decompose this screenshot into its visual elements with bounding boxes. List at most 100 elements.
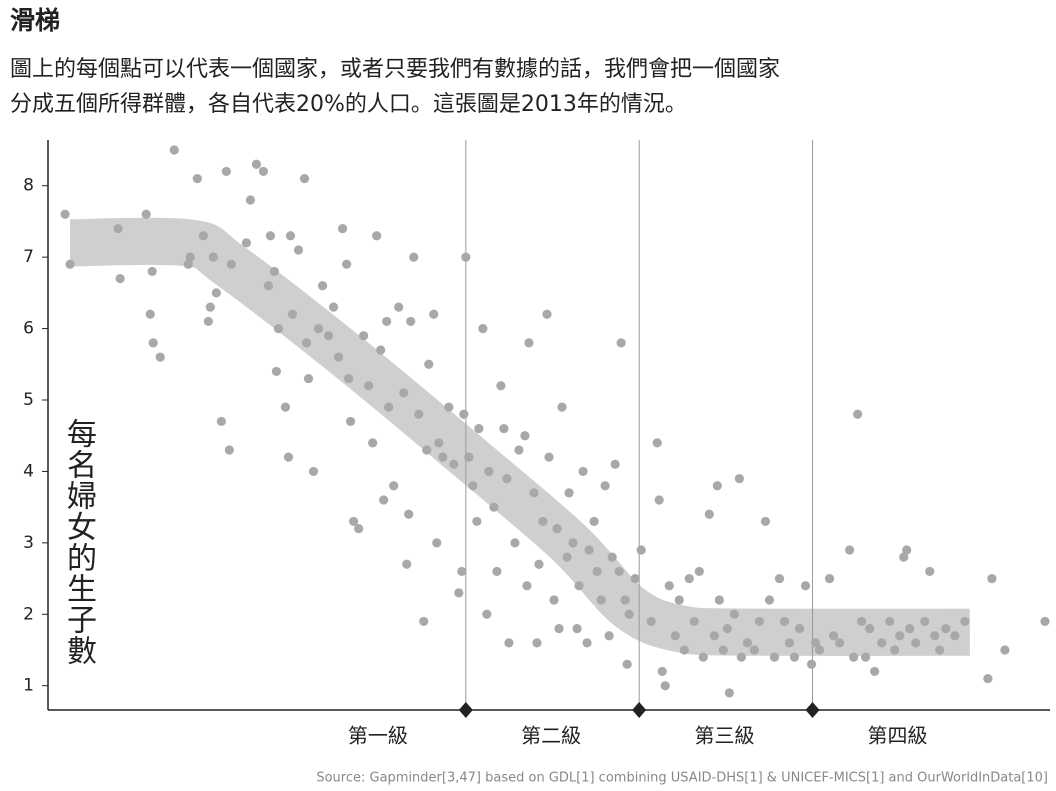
point <box>736 652 746 662</box>
point <box>890 645 900 655</box>
point <box>484 466 494 477</box>
point <box>865 623 875 634</box>
point <box>384 402 394 412</box>
point <box>459 409 469 419</box>
point <box>404 509 414 519</box>
point <box>764 595 775 605</box>
trend-band <box>69 217 970 656</box>
point <box>265 231 276 241</box>
point <box>853 409 863 419</box>
point <box>461 252 471 262</box>
point <box>205 302 215 312</box>
point <box>870 666 880 677</box>
point <box>245 195 256 205</box>
point <box>552 523 562 534</box>
subtitle: 分成五個所得群體，各自代表20%的人口。這張圖是2013年的情況。 <box>10 92 687 117</box>
point <box>258 166 269 177</box>
point <box>616 338 626 348</box>
point <box>529 488 539 498</box>
point <box>271 366 282 377</box>
point <box>877 638 887 648</box>
point <box>925 566 935 577</box>
point <box>709 631 719 641</box>
y-tick-label: 4 <box>23 461 34 481</box>
point <box>824 573 835 584</box>
point <box>145 309 155 319</box>
point <box>742 638 752 648</box>
point <box>572 623 582 634</box>
point <box>438 452 448 462</box>
point <box>902 545 912 555</box>
point <box>208 252 218 262</box>
point <box>287 309 298 319</box>
point <box>760 516 771 527</box>
point <box>520 431 530 441</box>
point <box>434 438 444 448</box>
point <box>544 452 554 462</box>
point <box>482 609 492 619</box>
point <box>293 245 304 255</box>
point <box>754 616 765 627</box>
point <box>624 609 634 619</box>
point <box>457 566 467 577</box>
point <box>341 259 352 269</box>
point <box>524 338 534 348</box>
point <box>861 652 871 662</box>
point <box>333 352 344 362</box>
point <box>155 352 165 362</box>
point <box>674 595 684 605</box>
point <box>664 581 674 591</box>
point <box>620 595 630 605</box>
point <box>849 652 859 662</box>
point <box>414 409 424 419</box>
point <box>905 623 915 634</box>
point <box>694 566 704 577</box>
point <box>834 638 845 648</box>
point <box>492 566 502 577</box>
point <box>499 423 509 434</box>
point <box>774 573 785 584</box>
point <box>584 545 594 555</box>
point <box>337 223 348 234</box>
point <box>226 259 236 269</box>
point <box>323 331 334 341</box>
point <box>510 538 520 548</box>
level-label: 第四級 <box>868 724 928 748</box>
level-label: 第一級 <box>348 724 408 748</box>
point <box>596 595 606 605</box>
point <box>478 323 488 334</box>
point <box>115 273 125 284</box>
point <box>941 623 951 634</box>
point <box>722 623 732 634</box>
point <box>409 252 419 262</box>
point <box>806 659 817 669</box>
point <box>379 495 389 505</box>
point <box>251 159 262 169</box>
point <box>432 538 442 548</box>
point <box>600 481 610 491</box>
point <box>364 381 374 391</box>
point <box>192 173 202 184</box>
point <box>630 573 640 584</box>
point <box>502 473 512 484</box>
y-tick-label: 6 <box>23 319 34 339</box>
point <box>1040 616 1050 627</box>
point <box>670 631 680 641</box>
point <box>810 638 821 648</box>
point <box>283 452 294 462</box>
point <box>689 616 699 627</box>
level-marker <box>805 702 820 718</box>
point <box>522 581 532 591</box>
point <box>564 488 574 498</box>
point <box>652 438 662 448</box>
point <box>724 688 734 698</box>
point <box>216 416 226 427</box>
point <box>299 173 310 184</box>
point <box>317 281 328 291</box>
point <box>718 645 728 655</box>
point <box>308 466 319 477</box>
point <box>496 381 506 391</box>
point <box>406 316 416 327</box>
